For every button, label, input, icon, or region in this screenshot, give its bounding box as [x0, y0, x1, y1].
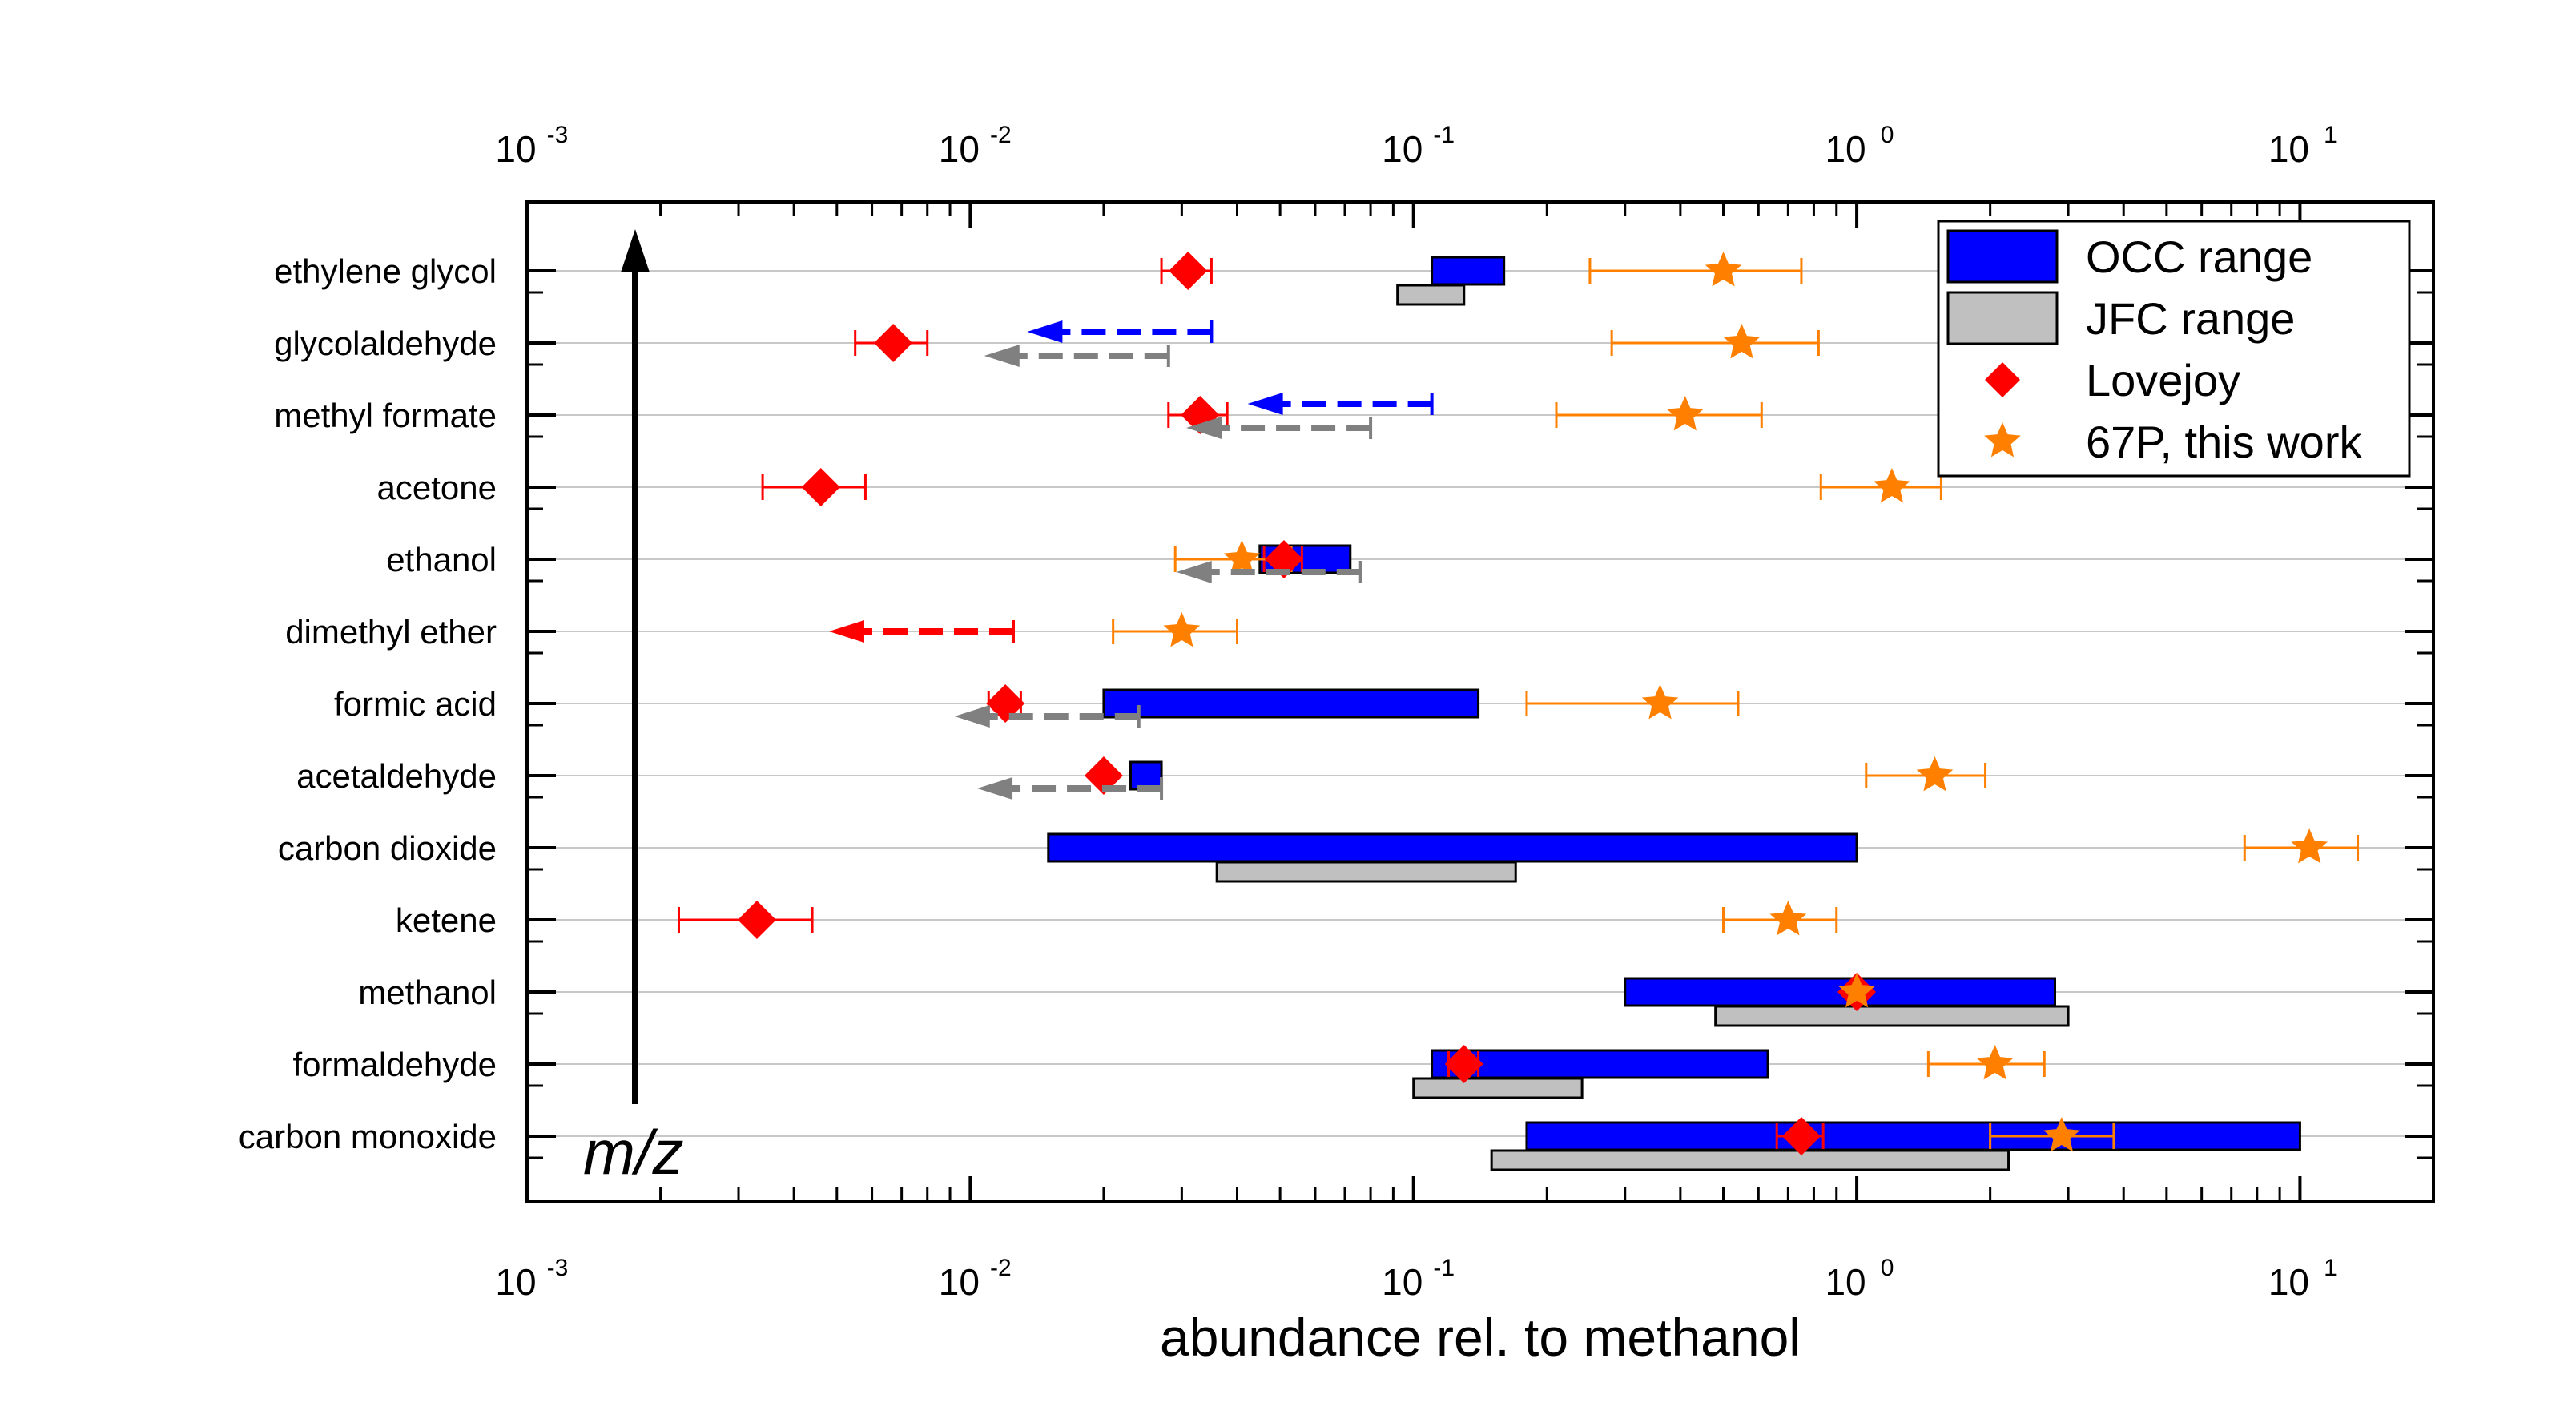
x-tick-label-exponent: -3	[547, 1255, 569, 1281]
lovejoy-marker-acetone	[801, 468, 840, 506]
lovejoy-marker-formaldehyde	[1444, 1045, 1483, 1083]
x-tick-label-exponent: 0	[1881, 122, 1894, 148]
p67-marker-acetone	[1874, 468, 1910, 503]
category-label-ethylene-glycol: ethylene glycol	[274, 252, 497, 290]
x-tick-label-bottom: 10	[1382, 1261, 1423, 1303]
x-tick-label-exponent: -3	[547, 122, 569, 148]
legend: OCC range JFC range Lovejoy 67P, this work	[1937, 220, 2411, 478]
p67-marker-dimethyl-ether	[1163, 612, 1201, 647]
x-tick-label-top: 10	[2268, 128, 2309, 170]
jfc-bar-ethylene-glycol	[1396, 284, 1466, 306]
jfc-bar-carbon-dioxide	[1215, 861, 1517, 883]
x-tick-label-exponent: 1	[2324, 1255, 2337, 1281]
x-tick-label-bottom: 10	[1825, 1261, 1866, 1303]
category-label-carbon-monoxide: carbon monoxide	[239, 1118, 497, 1155]
category-label-dimethyl-ether: dimethyl ether	[285, 613, 497, 651]
x-tick-label-bottom: 10	[495, 1261, 536, 1303]
mz-arrow-head	[621, 229, 650, 272]
x-tick-label-exponent: 1	[2324, 122, 2337, 148]
upper-limit-arrows	[828, 320, 1434, 800]
x-tick-label-exponent: -1	[1433, 122, 1455, 148]
x-axis-title: abundance rel. to methanol	[1160, 1308, 1801, 1367]
jfc-bar-carbon-monoxide	[1490, 1149, 2010, 1171]
legend-occ-range-swatch	[1946, 229, 2059, 284]
x-tick-label-bottom: 10	[939, 1261, 980, 1303]
jfc-bar-methanol	[1714, 1005, 2070, 1027]
p67-marker-carbon-dioxide	[2291, 828, 2328, 864]
category-label-glycolaldehyde: glycolaldehyde	[274, 325, 497, 362]
x-tick-label-exponent: -2	[990, 1255, 1012, 1281]
category-label-acetone: acetone	[377, 469, 497, 506]
p67-marker-ethylene-glycol	[1705, 252, 1742, 287]
p67-marker-formic-acid	[1641, 684, 1679, 720]
lovejoy-marker-ethylene-glycol	[1169, 252, 1208, 290]
occ-bar-carbon-dioxide	[1047, 832, 1858, 863]
mz-label: m/z	[583, 1117, 684, 1187]
jfc-limit-methyl-formate-head	[1186, 417, 1222, 439]
occ-bar-ethylene-glycol	[1431, 256, 1506, 286]
category-label-acetaldehyde: acetaldehyde	[296, 757, 497, 795]
p67-marker-ketene	[1769, 901, 1807, 936]
category-label-ethanol: ethanol	[386, 541, 497, 578]
x-tick-label-top: 10	[1382, 128, 1423, 170]
lovejoy-marker-carbon-monoxide	[1781, 1117, 1821, 1155]
occ-bar-carbon-monoxide	[1525, 1121, 2301, 1151]
p67-marker-carbon-monoxide	[2043, 1117, 2080, 1152]
p67-marker-formaldehyde	[1976, 1045, 2014, 1080]
jfc-limit-acetaldehyde-head	[977, 777, 1013, 800]
axis-labels: ethylene glycol glycolaldehyde methyl form…	[239, 122, 2337, 1303]
legend-lovejoy-label: Lovejoy	[2086, 355, 2240, 405]
lovejoy-marker-glycolaldehyde	[874, 324, 913, 362]
category-label-ketene: ketene	[396, 901, 497, 939]
p67-marker-glycolaldehyde	[1723, 324, 1761, 359]
occ-limit-methyl-formate-head	[1247, 393, 1283, 415]
legend-67p-this-work-swatch	[1984, 422, 2021, 458]
error-bars	[677, 258, 2360, 1149]
legend-lovejoy-swatch	[1985, 362, 2020, 397]
jfc-limit-formic-acid-head	[954, 705, 990, 728]
occ-bar-formaldehyde	[1431, 1049, 1769, 1079]
x-tick-label-bottom: 10	[2268, 1261, 2309, 1303]
p67-marker-methanol	[1838, 973, 1875, 1008]
range-bars	[1047, 256, 2301, 1171]
jfc-bar-formaldehyde	[1412, 1077, 1584, 1099]
lovejoy-marker-ketene	[737, 901, 776, 939]
x-tick-label-exponent: -2	[990, 122, 1012, 148]
axis-ticks	[525, 202, 2435, 1202]
category-label-methyl-formate: methyl formate	[274, 397, 497, 434]
p67-marker-ethanol	[1223, 540, 1261, 575]
lovejoy-limit-dimethyl-ether-head	[828, 620, 864, 643]
occ-limit-glycolaldehyde-head	[1027, 320, 1063, 343]
p67-marker-methyl-formate	[1667, 396, 1704, 431]
x-tick-label-top: 10	[939, 128, 980, 170]
x-tick-label-top: 10	[1825, 128, 1866, 170]
category-label-formic-acid: formic acid	[334, 685, 497, 723]
data-markers	[737, 252, 2328, 1155]
occ-bar-formic-acid	[1102, 688, 1480, 719]
legend-occ-range-label: OCC range	[2086, 232, 2312, 282]
x-tick-label-exponent: 0	[1881, 1255, 1894, 1281]
mz-arrow	[621, 229, 650, 1104]
legend-jfc-range-swatch	[1946, 291, 2059, 345]
occ-bar-acetaldehyde	[1129, 760, 1163, 791]
jfc-limit-glycolaldehyde-head	[984, 345, 1020, 367]
x-tick-label-top: 10	[495, 128, 536, 170]
p67-marker-acetaldehyde	[1916, 756, 1954, 792]
category-label-formaldehyde: formaldehyde	[293, 1046, 497, 1083]
category-label-carbon-dioxide: carbon dioxide	[278, 829, 497, 867]
x-tick-label-exponent: -1	[1433, 1255, 1455, 1281]
category-label-methanol: methanol	[358, 974, 497, 1011]
jfc-limit-ethanol-head	[1176, 561, 1212, 583]
legend-jfc-range-label: JFC range	[2086, 293, 2295, 344]
legend-67p-this-work-label: 67P, this work	[2086, 417, 2362, 467]
